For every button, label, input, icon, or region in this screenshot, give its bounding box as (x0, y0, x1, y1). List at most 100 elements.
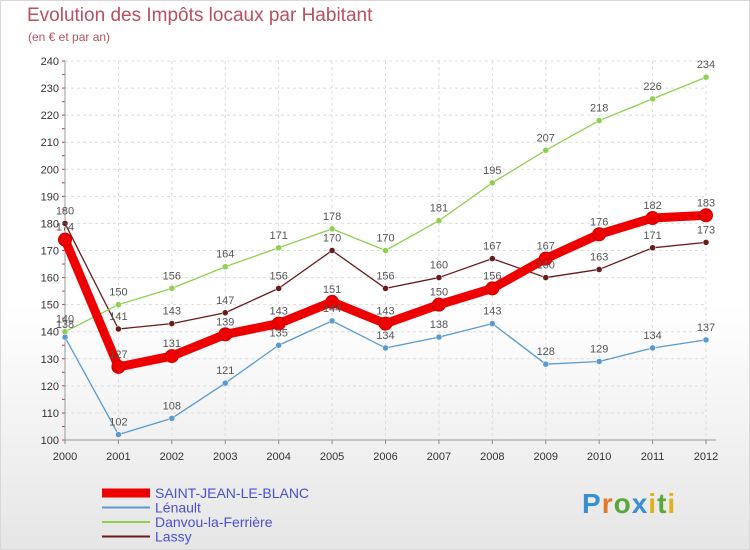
data-label-danvou-la-ferriere: 170 (376, 233, 394, 245)
data-label-lenault: 102 (109, 417, 127, 429)
data-point-lassy (115, 325, 122, 333)
data-point-lenault (649, 344, 656, 352)
x-tick-label: 2008 (480, 451, 504, 463)
data-label-danvou-la-ferriere: 150 (109, 287, 127, 299)
data-point-lenault (168, 415, 176, 422)
data-label-lenault: 134 (376, 330, 394, 342)
data-point-lassy (61, 220, 69, 227)
data-point-danvou-la-ferriere (382, 247, 389, 254)
data-point-lenault (222, 379, 229, 387)
data-label-lassy: 141 (109, 311, 127, 323)
y-tick-label: 210 (41, 137, 59, 149)
data-point-lassy (328, 247, 336, 254)
data-label-lassy: 156 (269, 270, 287, 282)
legend: SAINT-JEAN-LE-BLANCLénaultDanvou-la-Ferr… (102, 485, 309, 545)
y-tick-label: 160 (41, 273, 59, 285)
data-label-saint-jean-le-blanc: 182 (643, 200, 661, 212)
data-point-lassy (702, 239, 710, 246)
data-point-danvou-la-ferriere (435, 217, 443, 224)
data-label-saint-jean-le-blanc: 151 (323, 284, 341, 296)
x-tick-label: 2006 (373, 451, 397, 463)
y-tick-label: 240 (41, 56, 59, 68)
data-label-lenault: 143 (483, 306, 501, 318)
data-point-lassy (649, 244, 656, 252)
data-point-lassy (222, 309, 229, 317)
data-point-saint-jean-le-blanc (325, 294, 340, 309)
x-tick-label: 2004 (266, 451, 290, 463)
data-point-saint-jean-le-blanc (485, 281, 500, 296)
y-tick-label: 200 (41, 164, 59, 176)
y-tick-label: 180 (41, 218, 59, 230)
data-label-danvou-la-ferriere: 195 (483, 165, 501, 177)
data-point-lenault (489, 320, 496, 327)
data-label-lenault: 134 (643, 330, 661, 342)
data-point-lenault (595, 358, 603, 365)
data-point-lassy (542, 274, 549, 281)
data-point-lassy (275, 285, 282, 292)
data-label-saint-jean-le-blanc: 131 (163, 338, 181, 350)
y-tick-label: 170 (41, 246, 59, 258)
data-label-lassy: 170 (323, 233, 341, 245)
data-point-saint-jean-le-blanc (164, 349, 179, 364)
legend-label-lenault: Lénault (155, 500, 201, 516)
data-point-saint-jean-le-blanc (271, 316, 286, 331)
data-point-lassy (595, 266, 603, 273)
data-label-danvou-la-ferriere: 156 (163, 270, 181, 282)
data-label-saint-jean-le-blanc: 183 (697, 197, 715, 209)
data-point-lassy (489, 255, 496, 262)
data-label-lenault: 138 (56, 319, 74, 331)
data-label-lassy: 163 (590, 251, 608, 263)
data-label-saint-jean-le-blanc: 176 (590, 216, 608, 228)
data-point-danvou-la-ferriere (222, 263, 229, 270)
data-label-saint-jean-le-blanc: 143 (376, 306, 394, 318)
x-tick-label: 2009 (534, 451, 558, 463)
y-tick-label: 100 (41, 435, 59, 447)
data-label-lenault: 135 (269, 327, 287, 339)
x-tick-label: 2002 (160, 451, 184, 463)
data-point-lenault (435, 333, 443, 341)
data-label-lenault: 137 (697, 322, 715, 334)
data-label-lassy: 156 (376, 270, 394, 282)
chart-subtitle: (en € et par an) (28, 30, 111, 44)
data-point-saint-jean-le-blanc (538, 251, 553, 266)
data-point-lenault (542, 360, 549, 368)
y-tick-label: 110 (41, 408, 59, 420)
data-point-lenault (382, 344, 389, 352)
y-tick-label: 130 (41, 354, 59, 366)
data-label-lenault: 138 (430, 319, 448, 331)
legend-label-lassy: Lassy (155, 529, 192, 545)
data-label-lenault: 108 (163, 400, 181, 412)
data-point-lenault (328, 317, 336, 325)
data-label-lenault: 129 (590, 343, 608, 355)
y-tick-label: 140 (41, 327, 59, 339)
data-point-saint-jean-le-blanc (111, 359, 126, 374)
data-label-lenault: 144 (323, 303, 341, 315)
axes: 100 110 120 130 140 150 160 170 180 190 200 210 220 2… (41, 56, 719, 463)
data-label-danvou-la-ferriere: 178 (323, 211, 341, 223)
y-tick-label: 150 (41, 300, 59, 312)
data-point-danvou-la-ferriere (489, 179, 496, 187)
data-point-saint-jean-le-blanc (218, 327, 233, 342)
data-label-saint-jean-le-blanc: 174 (56, 222, 74, 234)
data-label-danvou-la-ferriere: 226 (643, 81, 661, 93)
series-group (58, 73, 713, 438)
data-label-lenault: 121 (216, 365, 234, 377)
data-label-danvou-la-ferriere: 164 (216, 249, 234, 261)
data-label-saint-jean-le-blanc: 127 (109, 349, 127, 361)
data-point-danvou-la-ferriere (649, 95, 656, 103)
data-point-danvou-la-ferriere (542, 147, 549, 154)
data-point-saint-jean-le-blanc (58, 232, 72, 247)
data-label-lassy: 160 (430, 260, 448, 272)
data-labels: 180 141 143 147 156 170 156 160 167 160 163 171 173 1… (56, 59, 715, 428)
data-label-danvou-la-ferriere: 207 (537, 132, 555, 144)
data-label-lassy: 173 (697, 224, 715, 236)
data-point-danvou-la-ferriere (595, 117, 603, 124)
data-label-lassy: 143 (163, 306, 181, 318)
data-label-danvou-la-ferriere: 218 (590, 103, 608, 115)
data-label-lassy: 167 (483, 241, 501, 253)
y-tick-label: 120 (41, 381, 59, 393)
data-point-lassy (435, 274, 443, 281)
x-tick-label: 2011 (641, 451, 665, 463)
data-point-saint-jean-le-blanc (431, 297, 446, 312)
